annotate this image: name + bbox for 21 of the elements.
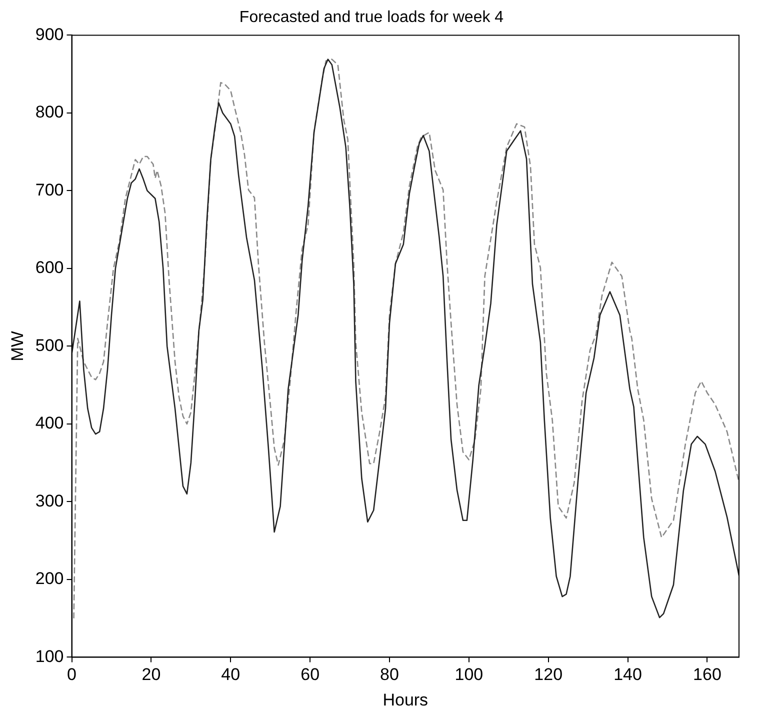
x-tick-label: 120 xyxy=(534,665,563,684)
chart-title: Forecasted and true loads for week 4 xyxy=(239,9,504,26)
y-tick-label: 400 xyxy=(35,414,64,433)
y-axis-title: MW xyxy=(8,331,27,362)
x-tick-label: 100 xyxy=(454,665,484,684)
y-tick-label: 500 xyxy=(35,336,64,355)
x-tick-label: 60 xyxy=(300,665,320,684)
y-tick-label: 800 xyxy=(35,102,64,122)
x-tick-label: 0 xyxy=(67,665,76,684)
x-tick-label: 80 xyxy=(380,665,399,684)
x-tick-label: 40 xyxy=(221,665,240,684)
y-tick-label: 100 xyxy=(35,646,64,666)
y-tick-label: 600 xyxy=(35,258,64,278)
x-axis-title: Hours xyxy=(382,690,428,710)
y-tick-label: 200 xyxy=(35,569,64,588)
x-tick-label: 160 xyxy=(693,665,722,684)
y-tick-label: 700 xyxy=(35,180,64,200)
y-tick-label: 300 xyxy=(35,491,64,510)
x-tick-label: 140 xyxy=(614,665,642,684)
x-tick-label: 20 xyxy=(142,665,161,684)
y-tick-label: 900 xyxy=(35,24,64,44)
